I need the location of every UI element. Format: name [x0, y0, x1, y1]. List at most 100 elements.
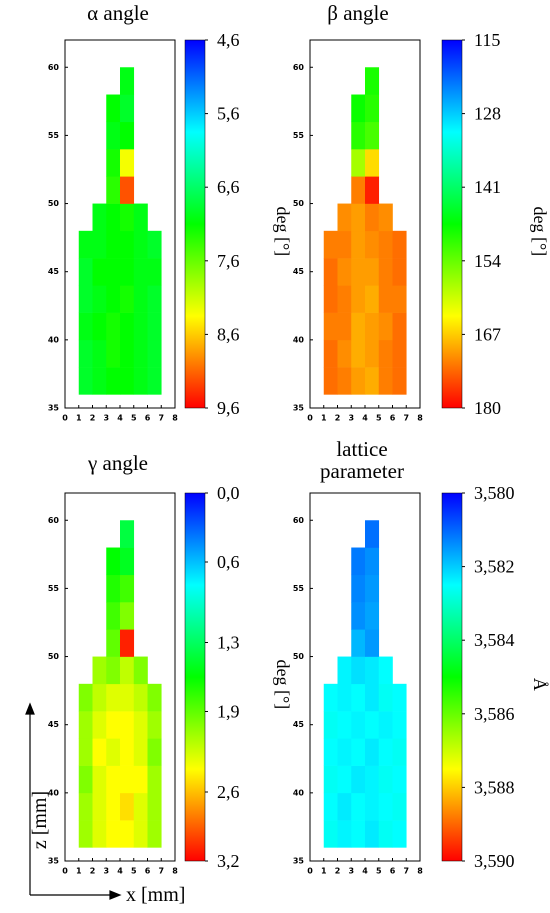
- heat-cell: [133, 656, 148, 685]
- heat-cell: [92, 792, 107, 821]
- z-axis-label: z [mm]: [29, 791, 51, 849]
- colorbar: [441, 492, 463, 862]
- colorbar-tick-label: 3,580: [474, 483, 515, 503]
- heat-cell: [323, 765, 338, 794]
- x-tick-label: 0: [62, 414, 68, 423]
- heat-cell: [378, 339, 393, 368]
- x-tick-label: 2: [90, 867, 96, 876]
- y-tick-label: 40: [48, 788, 60, 797]
- heat-cell: [120, 683, 135, 712]
- heat-cell: [106, 792, 121, 821]
- axis-arrows: [25, 702, 122, 900]
- x-tick-label: 3: [348, 867, 354, 876]
- y-tick-label: 55: [48, 584, 60, 593]
- heat-cell: [351, 629, 366, 657]
- y-tick-label: 45: [293, 267, 305, 276]
- heat-cell: [78, 738, 93, 766]
- heat-cell: [351, 230, 366, 259]
- colorbar-tick-label: 154: [474, 251, 501, 271]
- colorbar-tick-label: 115: [474, 30, 500, 50]
- heat-cell: [337, 711, 352, 739]
- heat-cell: [337, 203, 352, 232]
- heat-cell: [365, 711, 380, 739]
- heat-cell: [120, 792, 135, 821]
- heat-cell: [120, 176, 135, 204]
- heat-cell: [147, 258, 162, 286]
- heat-cell: [365, 602, 380, 630]
- heat-cell: [78, 683, 93, 712]
- heat-cell: [133, 683, 148, 712]
- heat-cell: [392, 711, 407, 739]
- heat-cell: [92, 656, 107, 685]
- heat-cell: [323, 738, 338, 766]
- colorbar-tick-label: 8,6: [217, 324, 240, 344]
- x-tick-label: 2: [335, 867, 341, 876]
- heat-cell: [337, 820, 352, 848]
- y-tick-label: 55: [48, 131, 60, 140]
- x-tick-label: 8: [172, 414, 178, 423]
- heat-cell: [351, 312, 366, 341]
- heat-cell: [351, 94, 366, 123]
- heat-cell: [378, 258, 393, 286]
- heat-cell: [133, 312, 148, 341]
- heat-cell: [92, 683, 107, 712]
- heat-cell: [351, 203, 366, 232]
- colorbar-tick-label: 6,6: [217, 177, 240, 197]
- heat-cell: [365, 230, 380, 259]
- colorbar-tick-label: 3,582: [474, 557, 515, 577]
- heat-cell: [92, 738, 107, 766]
- x-tick-label: 4: [117, 414, 123, 423]
- x-tick-label: 7: [403, 867, 409, 876]
- y-tick-label: 55: [293, 131, 305, 140]
- y-tick-label: 35: [293, 857, 305, 866]
- colorbar-label: deg [°]: [530, 207, 550, 257]
- heat-cell: [337, 765, 352, 794]
- colorbar-label: deg [°]: [273, 207, 293, 257]
- heat-cell: [133, 203, 148, 232]
- heat-cell: [106, 312, 121, 341]
- heat-cell: [92, 312, 107, 341]
- y-tick-label: 50: [48, 199, 60, 208]
- x-tick-label: 1: [76, 414, 82, 423]
- heat-cell: [378, 230, 393, 259]
- heat-cell: [133, 230, 148, 259]
- colorbar: [184, 492, 206, 862]
- heat-cell: [365, 312, 380, 341]
- heat-cell: [120, 574, 135, 603]
- heat-cell: [365, 547, 380, 576]
- heat-cell: [323, 683, 338, 712]
- heat-cell: [365, 121, 380, 150]
- heat-cell: [106, 121, 121, 150]
- heat-cell: [323, 230, 338, 259]
- chart-title: β angle: [327, 1, 388, 25]
- y-tick-label: 50: [48, 652, 60, 661]
- panel: 0 1 2 3 4 5 6 7 8354045505560115128141154167180d…: [293, 1, 550, 423]
- heat-cell: [92, 765, 107, 794]
- heat-cell: [106, 765, 121, 794]
- heat-cell: [337, 285, 352, 313]
- heat-cell: [78, 285, 93, 313]
- heat-cell: [351, 738, 366, 766]
- heat-cell: [365, 367, 380, 395]
- x-tick-label: 0: [307, 414, 313, 423]
- colorbar: [441, 39, 463, 409]
- heat-cell: [351, 820, 366, 848]
- x-tick-label: 4: [117, 867, 123, 876]
- heat-cell: [92, 258, 107, 286]
- heat-cell: [120, 711, 135, 739]
- heat-cell: [147, 230, 162, 259]
- colorbar-tick-label: 167: [474, 324, 501, 344]
- x-tick-label: 3: [103, 867, 109, 876]
- colorbar-tick-label: 3,588: [474, 777, 515, 797]
- heat-cell: [365, 285, 380, 313]
- y-tick-label: 40: [293, 788, 305, 797]
- heat-cell: [337, 656, 352, 685]
- x-tick-label: 6: [390, 414, 396, 423]
- heat-cell: [147, 738, 162, 766]
- heat-cell: [378, 820, 393, 848]
- heat-cell: [392, 339, 407, 368]
- heat-cell: [106, 820, 121, 848]
- heat-cell: [133, 765, 148, 794]
- heat-cell: [147, 820, 162, 848]
- heat-cell: [78, 792, 93, 821]
